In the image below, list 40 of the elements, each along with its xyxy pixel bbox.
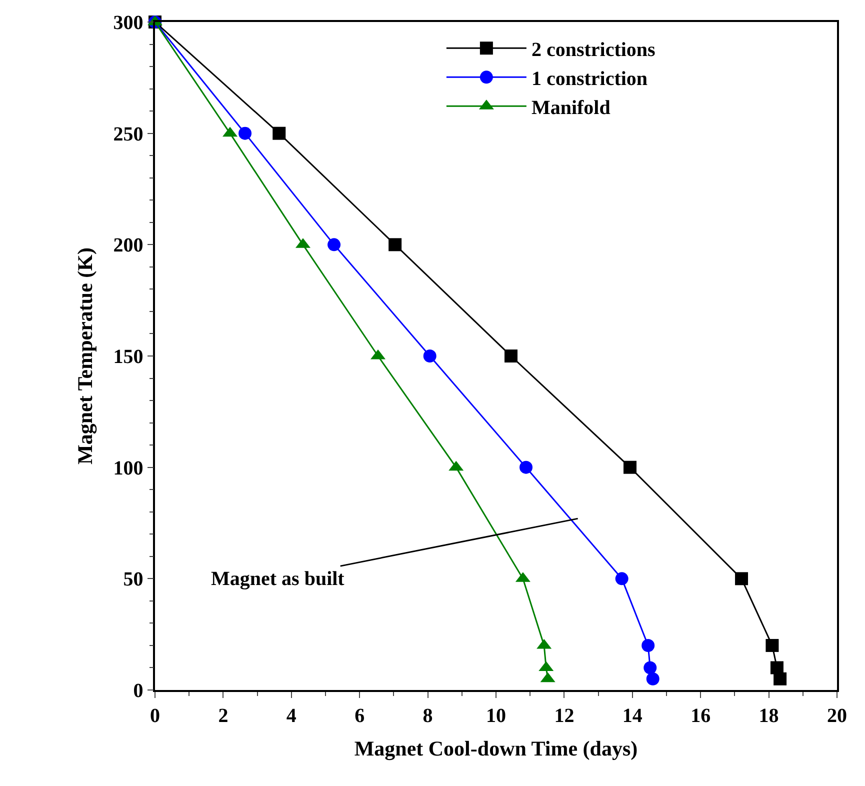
point (272, 126, 286, 140)
annotation: Magnet as built (211, 568, 345, 590)
legend-label: Manifold (531, 96, 610, 119)
x-tick-label: 2 (218, 704, 228, 727)
x-tick-label: 10 (486, 704, 506, 727)
x-tick-label: 12 (554, 704, 574, 727)
point (646, 672, 660, 686)
point (774, 672, 787, 686)
y-tick-label: 50 (123, 568, 144, 591)
x-tick-label: 18 (758, 704, 779, 727)
x-tick-label: 20 (827, 704, 847, 727)
x-tick-label: 4 (286, 704, 296, 727)
x-tick-label: 0 (150, 704, 160, 727)
x-tick-label: 8 (422, 704, 433, 727)
y-tick-label: 300 (113, 12, 144, 34)
point (238, 126, 252, 140)
point (328, 238, 341, 252)
x-tick-label: 6 (354, 704, 365, 727)
x-axis-title: Magnet Cool-down Time (days) (354, 736, 638, 760)
point (388, 238, 402, 252)
point (615, 572, 628, 586)
y-tick-label: 0 (133, 680, 144, 702)
point (624, 460, 637, 474)
point (642, 638, 655, 652)
legend-label: 2 constrictions (531, 38, 656, 61)
x-tick-label: 14 (622, 704, 642, 727)
point (644, 661, 657, 674)
x-tick-label: 16 (690, 704, 711, 727)
y-tick-label: 250 (113, 123, 144, 146)
y-axis-title: Magnet Temperatue (K) (72, 248, 97, 464)
point (504, 350, 518, 362)
y-tick-label: 150 (113, 346, 144, 368)
point (423, 350, 436, 362)
point (735, 572, 748, 586)
y-tick-label: 100 (113, 457, 144, 480)
point (520, 460, 533, 474)
point (766, 638, 779, 652)
point (770, 661, 784, 674)
legend-label: 1 constriction (531, 68, 648, 90)
y-tick-label: 200 (113, 234, 144, 257)
